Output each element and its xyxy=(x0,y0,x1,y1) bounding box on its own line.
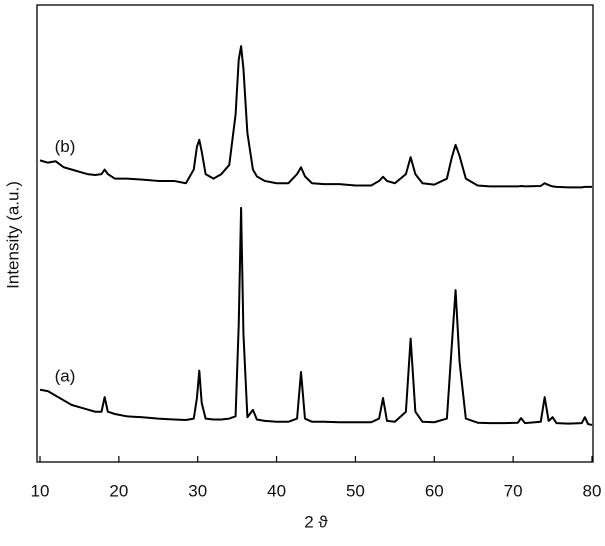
x-axis-label: 2 ϑ xyxy=(304,512,328,531)
x-tick-label: 70 xyxy=(504,481,523,500)
x-tick-label: 80 xyxy=(583,481,602,500)
series-label: (a) xyxy=(55,366,76,385)
x-tick-label: 10 xyxy=(31,481,50,500)
series-label: (b) xyxy=(55,137,76,156)
x-tick-label: 50 xyxy=(346,481,365,500)
x-tick-label: 20 xyxy=(109,481,128,500)
x-tick-label: 30 xyxy=(188,481,207,500)
x-tick-label: 60 xyxy=(425,481,444,500)
plot-frame xyxy=(36,4,594,463)
series-line xyxy=(39,206,593,426)
x-tick-label: 40 xyxy=(267,481,286,500)
series-line xyxy=(39,45,592,189)
y-axis-label: Intensity (a.u.) xyxy=(3,181,22,289)
